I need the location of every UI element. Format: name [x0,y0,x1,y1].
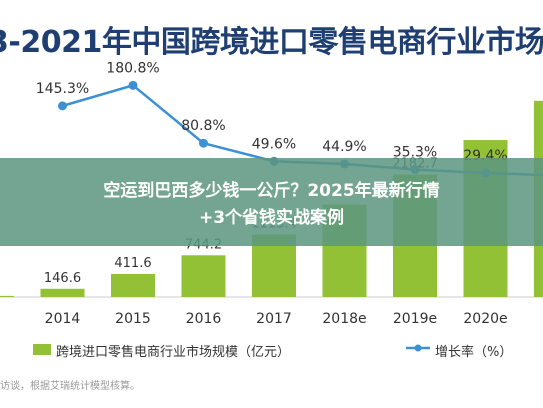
bar-2014 [40,288,85,297]
chart-title: 3-2021年中国跨境进口零售电商行业市场 [0,25,543,60]
legend-line-label: 增长率（%） [435,345,513,360]
x-tick-label-2016: 2016 [186,311,222,327]
x-tick-label-2019e: 2019e [393,311,437,327]
growth-label-2017: 49.6% [252,136,296,152]
x-tick-label-2018e: 2018e [322,311,366,327]
overlay-banner[interactable]: 空运到巴西多少钱一公斤？2025年最新行情 +3个省钱实战案例 [0,158,543,246]
banner-subheadline: +3个省钱实战案例 [198,208,345,228]
growth-point-2016 [199,138,208,148]
growth-label-2015: 180.8% [106,60,159,76]
x-tick-label-2015: 2015 [115,311,151,327]
growth-point-2014 [58,101,67,111]
x-tick-label-2020e: 2020e [463,311,507,327]
bar-value-label-2014: 146.6 [44,271,81,286]
growth-label-2016: 80.8% [181,118,225,134]
growth-label-2019e: 35.3% [393,145,437,161]
banner-headline: 空运到巴西多少钱一公斤？2025年最新行情 [103,181,440,201]
bar-3 [0,295,14,297]
bar-value-label-2015: 411.6 [114,256,151,271]
x-tick-label-2014: 2014 [45,311,81,327]
growth-label-2014: 145.3% [36,81,89,97]
bar-2016 [181,255,226,297]
growth-label-2018e: 44.9% [322,139,366,155]
legend-bar-label: 跨境进口零售电商行业市场规模（亿元） [56,345,291,360]
growth-point-2015 [128,80,138,90]
bar-2015 [111,273,155,297]
source-note: 访谈，根据艾瑞统计模型核算。 [0,381,140,392]
x-tick-label-2017: 2017 [256,311,292,327]
legend-line-swatch [406,344,430,352]
legend-bar-swatch [33,344,51,355]
